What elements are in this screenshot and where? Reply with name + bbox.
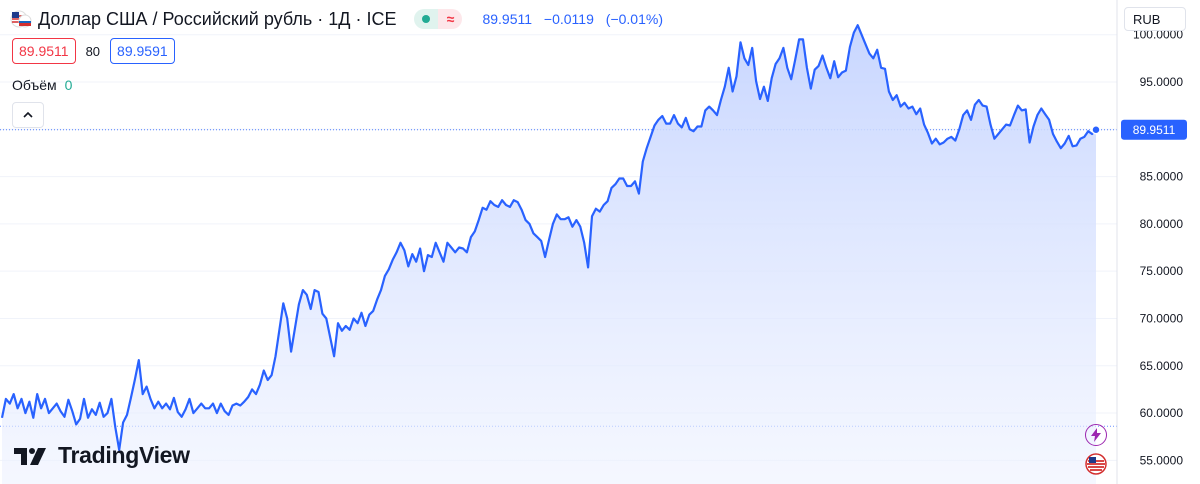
symbol-header: Доллар США / Российский рубль · 1Д · ICE… [10, 7, 671, 31]
lightning-icon [1091, 428, 1101, 442]
last-price-point [1091, 125, 1101, 135]
volume-value: 0 [64, 77, 73, 93]
approx-data-icon: ≈ [438, 9, 463, 29]
y-tick-label: 75.0000 [1140, 264, 1184, 278]
y-tick-label: 55.0000 [1140, 453, 1184, 467]
area-fill [2, 25, 1096, 484]
us-flag-icon[interactable] [1085, 453, 1107, 475]
tradingview-logo[interactable]: TradingView [14, 442, 190, 469]
last-price-tag: 89.9511 [1121, 119, 1187, 140]
y-axis[interactable]: 100.000095.000090.000085.000080.000075.0… [1133, 28, 1183, 468]
chevron-up-icon [23, 111, 33, 118]
quote-row: 89.9511 80 89.9591 [12, 38, 175, 64]
y-tick-label: 70.0000 [1140, 311, 1184, 325]
last-price: 89.9511 [482, 11, 533, 27]
flash-icon[interactable] [1085, 424, 1107, 446]
y-tick-label: 65.0000 [1140, 359, 1184, 373]
price-change-percent: (−0.01%) [605, 11, 663, 27]
spread-value: 80 [85, 43, 101, 59]
sell-button[interactable]: 89.9511 [12, 38, 76, 64]
symbol-title[interactable]: Доллар США / Российский рубль · 1Д · ICE [38, 8, 397, 29]
y-tick-label: 100.0000 [1133, 28, 1183, 42]
price-summary: 89.9511 −0.0119 (−0.01%) [482, 11, 671, 27]
y-tick-label: 95.0000 [1140, 75, 1184, 89]
volume-label: Объём [12, 77, 57, 93]
volume-legend[interactable]: Объём 0 [12, 77, 72, 93]
price-change: −0.0119 [543, 11, 594, 27]
usd-rub-flag-icon [10, 10, 32, 28]
market-open-icon [414, 9, 439, 29]
buy-button[interactable]: 89.9591 [110, 38, 175, 64]
last-price-tag-text: 89.9511 [1133, 123, 1176, 137]
y-tick-label: 80.0000 [1140, 217, 1184, 231]
market-status[interactable]: ≈ [414, 9, 463, 29]
currency-button[interactable]: RUB [1124, 7, 1186, 31]
price-line-series [0, 24, 1097, 451]
tradingview-logo-icon [14, 447, 46, 465]
y-tick-label: 85.0000 [1140, 170, 1184, 184]
y-tick-label: 60.0000 [1140, 406, 1184, 420]
collapse-legend-button[interactable] [12, 102, 44, 128]
tradingview-logo-text: TradingView [58, 442, 190, 468]
